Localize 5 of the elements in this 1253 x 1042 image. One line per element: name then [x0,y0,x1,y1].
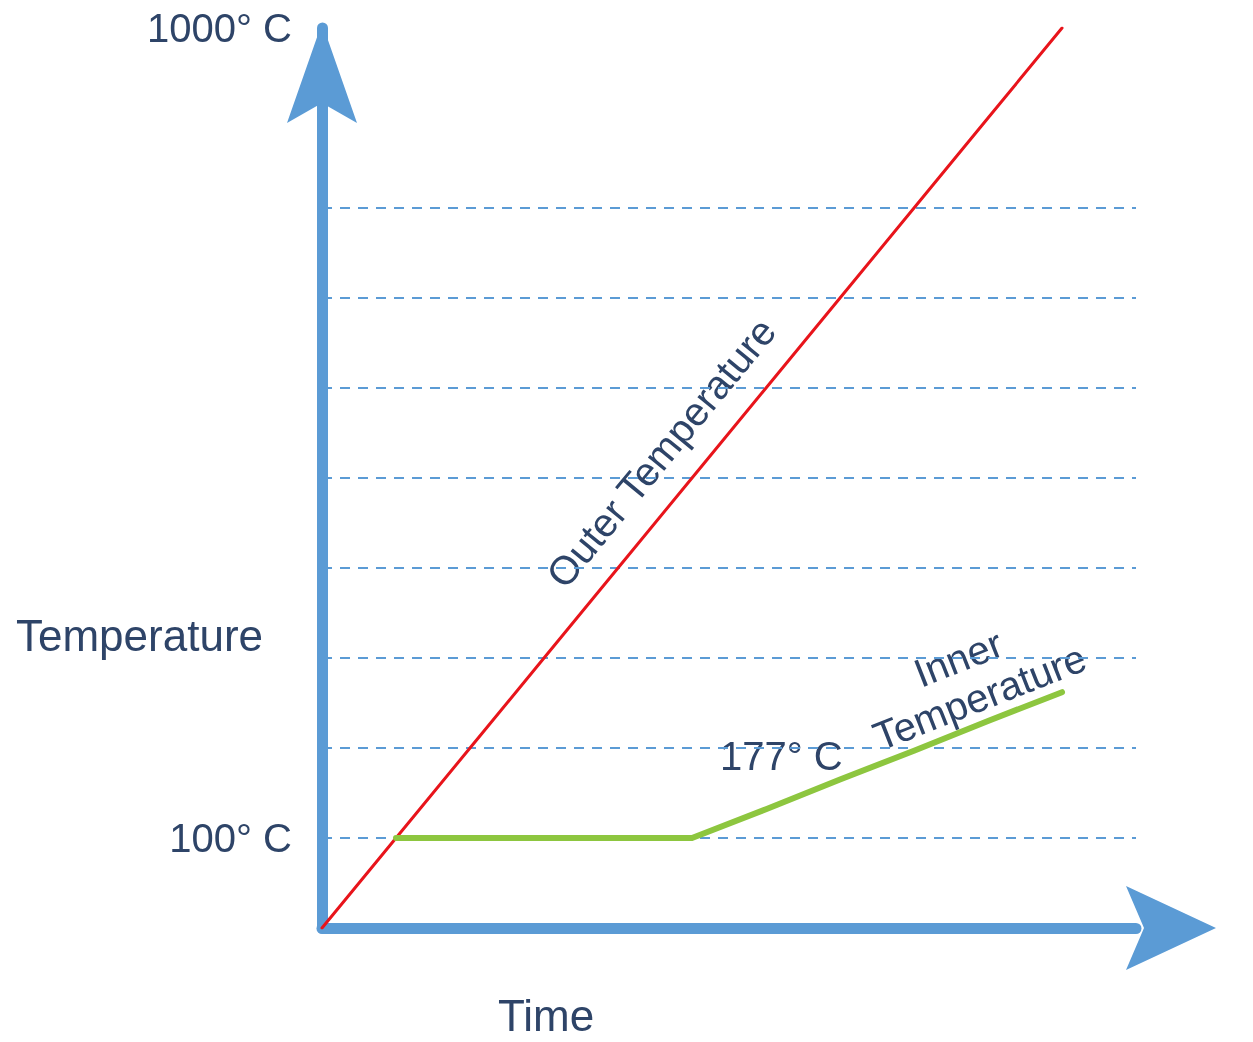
y-tick-label: 100° C [169,816,292,860]
y-tick-label: 1000° C [147,6,292,50]
y-axis-title: Temperature [16,610,264,660]
annotation: 177° C [720,734,843,778]
x-axis-title: Time [498,990,595,1040]
